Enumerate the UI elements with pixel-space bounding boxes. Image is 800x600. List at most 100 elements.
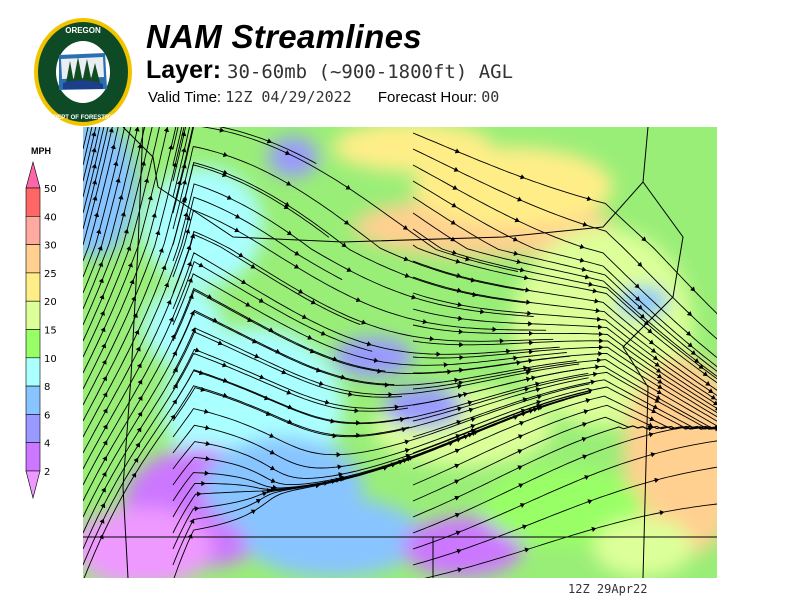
streamline xyxy=(172,383,590,456)
colorbar-tick-label: 2 xyxy=(44,467,50,478)
streamline-arrow xyxy=(595,316,602,322)
streamline-arrow xyxy=(222,377,228,383)
streamline-arrow xyxy=(269,449,275,455)
streamline-arrow xyxy=(180,131,187,138)
streamline-arrow xyxy=(120,211,126,218)
streamline-arrow xyxy=(283,204,289,210)
streamline xyxy=(172,273,567,366)
streamline-arrow xyxy=(658,510,665,516)
streamline xyxy=(83,233,361,470)
streamline xyxy=(83,127,109,230)
streamline-arrow xyxy=(403,256,409,262)
streamline-arrow xyxy=(686,311,693,317)
streamline-arrow xyxy=(266,138,272,144)
streamline xyxy=(412,404,717,486)
streamline-arrow xyxy=(193,506,200,512)
streamline-arrow xyxy=(181,179,187,186)
streamline-arrow xyxy=(129,279,135,285)
streamline-arrow xyxy=(245,301,251,307)
streamline-arrow xyxy=(469,423,476,430)
streamline-arrow xyxy=(522,365,528,371)
streamline xyxy=(172,209,547,331)
streamline-arrow xyxy=(453,377,460,383)
wind-speed-area xyxy=(203,437,363,537)
colorbar-tick-label: 10 xyxy=(44,354,57,365)
colorbar-segment xyxy=(25,385,41,415)
streamline-arrow xyxy=(170,333,176,340)
streamline-arrow xyxy=(320,330,326,336)
streamline-arrow xyxy=(650,408,657,414)
streamline-arrow xyxy=(102,408,108,414)
streamline-arrow xyxy=(647,328,653,334)
streamline-arrow xyxy=(582,409,589,415)
streamline-arrow xyxy=(518,267,525,273)
streamline-arrow xyxy=(578,257,585,263)
streamline-arrow xyxy=(527,358,534,364)
streamline-arrow xyxy=(310,299,316,305)
streamline xyxy=(412,196,717,372)
streamline-arrow xyxy=(240,279,247,284)
streamline xyxy=(172,183,534,317)
colorbar-unit: MPH xyxy=(31,146,51,156)
streamline-arrow xyxy=(294,250,300,256)
streamline-arrow xyxy=(708,388,714,393)
streamline-arrow xyxy=(339,374,346,380)
streamline-arrow xyxy=(91,131,97,138)
streamline-arrow xyxy=(464,256,471,262)
streamline xyxy=(412,371,717,430)
streamline xyxy=(83,127,146,326)
streamline xyxy=(412,425,717,518)
streamline-arrow xyxy=(584,398,591,404)
streamline xyxy=(412,260,717,391)
streamline-arrow xyxy=(637,261,643,267)
colorbar-segment xyxy=(25,300,41,330)
streamline-arrow xyxy=(654,361,660,367)
streamline-arrow xyxy=(261,491,268,497)
streamline xyxy=(83,127,139,310)
streamline-arrow xyxy=(168,316,174,323)
streamline-arrow xyxy=(516,196,523,202)
streamline-arrow xyxy=(199,386,206,392)
streamline-arrow xyxy=(591,371,598,378)
streamline xyxy=(412,324,717,410)
streamline-arrow xyxy=(456,315,463,322)
streamline xyxy=(83,369,410,566)
streamline-arrow xyxy=(99,294,105,301)
streamline-arrow xyxy=(297,288,304,294)
streamline-arrow xyxy=(519,174,526,180)
streamline-arrow xyxy=(456,393,463,399)
streamline-arrow xyxy=(270,478,276,484)
streamline-arrow xyxy=(140,160,146,167)
streamline-arrow xyxy=(134,329,140,336)
streamline-arrow xyxy=(172,367,178,373)
streamline xyxy=(172,127,518,272)
streamline-arrow xyxy=(454,258,461,264)
streamline-arrow xyxy=(402,224,408,230)
layer-label: Layer: xyxy=(146,56,222,84)
streamline-arrow xyxy=(591,288,598,294)
streamline xyxy=(83,196,343,454)
streamline xyxy=(172,391,590,486)
streamline xyxy=(83,127,89,150)
streamline-arrow xyxy=(521,524,528,530)
streamline-arrow xyxy=(268,433,275,438)
streamline-arrow xyxy=(137,411,143,417)
colorbar-segment xyxy=(25,187,41,217)
streamline-arrow xyxy=(454,433,461,439)
colorbar-tick-label: 4 xyxy=(44,439,50,450)
colorbar-segment xyxy=(25,357,41,387)
streamline-arrow xyxy=(101,343,107,349)
streamline-arrow xyxy=(535,399,542,406)
streamline-arrow xyxy=(581,221,588,227)
streamline-arrow xyxy=(404,272,410,278)
wind-speed-area xyxy=(333,337,413,377)
streamline-arrow xyxy=(657,378,663,384)
streamline-arrow xyxy=(524,287,530,293)
streamline-arrow xyxy=(456,567,463,573)
streamline-arrow xyxy=(451,249,457,255)
streamline-arrow xyxy=(698,364,704,369)
streamline-arrow xyxy=(705,380,711,386)
streamline-arrow xyxy=(166,299,172,306)
streamline xyxy=(83,127,93,166)
streamline xyxy=(172,127,179,150)
